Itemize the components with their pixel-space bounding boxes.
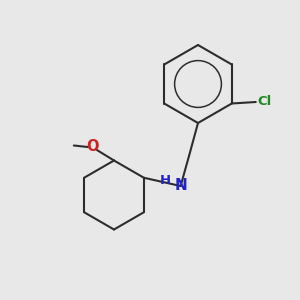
Text: O: O (86, 140, 99, 154)
Text: N: N (174, 178, 187, 194)
Text: Cl: Cl (257, 95, 272, 109)
Text: H: H (159, 174, 171, 187)
